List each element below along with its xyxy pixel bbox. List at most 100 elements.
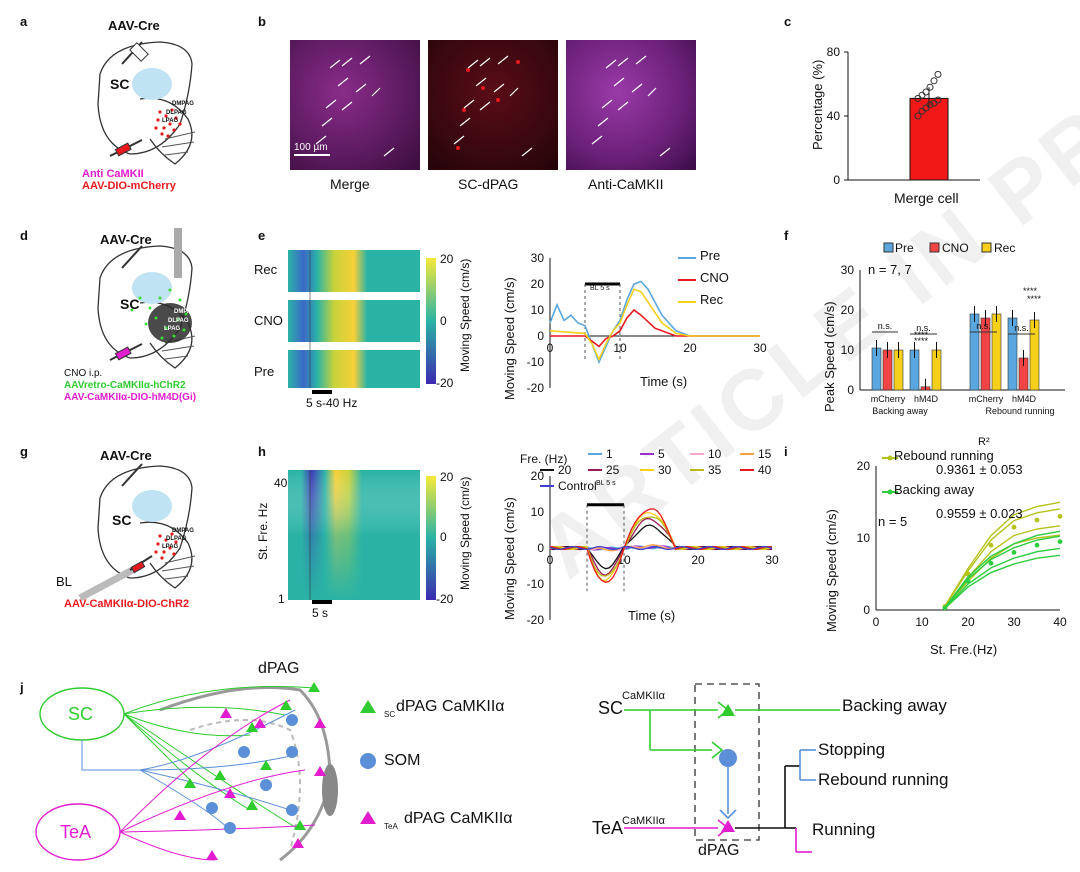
f-stars: **** (1027, 294, 1042, 304)
i-legend-dot (887, 489, 893, 495)
h-ytick: -20 (527, 613, 545, 627)
i-ytick: 0 (863, 603, 870, 617)
i-point (1057, 539, 1063, 544)
i-legend-dot (887, 455, 893, 461)
e-cbar-mid: 0 (440, 314, 447, 328)
e-ytick: 30 (531, 251, 545, 265)
i-curve (944, 508, 1061, 607)
scale-bar-label: 100 µm (294, 142, 328, 153)
panel-label-d: d (20, 228, 28, 243)
g-virus: AAV-Cre (100, 448, 152, 463)
h-ytick: 20 (531, 469, 545, 483)
h-legend-title: Fre. (Hz) (520, 452, 568, 466)
h-legend-label-25: 25 (606, 463, 620, 477)
f-n: n = 7, 7 (868, 262, 912, 277)
h-ytick: 0 (537, 541, 544, 555)
i-curve (944, 530, 1061, 608)
i-ylabel: Moving Speed (cm/s) (824, 509, 839, 632)
j-leg1: dPAG CaMKIIα (396, 698, 505, 715)
d-dlpag: DLPAG (168, 318, 189, 324)
j-leg1-sub: SC (384, 710, 396, 719)
h-colorbar (426, 476, 436, 600)
e-stim-label: 5 s-40 Hz (306, 396, 358, 410)
i-point (1011, 524, 1017, 530)
h-ybot: 1 (278, 592, 285, 606)
i-point (942, 605, 948, 611)
f-group-label: hM4D (914, 394, 939, 404)
e-series-pre (549, 280, 760, 365)
panel-label-c: c (784, 14, 792, 29)
f-ns: n.s. (976, 321, 991, 331)
c-point (922, 88, 930, 96)
j-tea-node: TeA (60, 822, 92, 842)
f-cat-label: Backing away (872, 406, 928, 416)
d-legend-hchr2: AAVretro-CaMKIIα-hChR2 (64, 380, 186, 391)
c-tick-label: 80 (827, 45, 841, 59)
panel-label-f: f (784, 228, 789, 243)
j-out-backing: Backing away (842, 696, 947, 715)
e-xtick: 20 (683, 341, 697, 355)
j-dpag-label: dPAG (258, 660, 300, 677)
panel-label-b: b (258, 14, 266, 29)
d-cno: CNO i.p. (64, 368, 103, 379)
b-label-sc-dpag: SC-dPAG (458, 176, 519, 192)
h-legend-label-Control: Control (558, 479, 597, 493)
i-curve (944, 534, 1061, 608)
panel-label-i: i (784, 444, 788, 459)
f-group-label: mCherry (871, 394, 906, 404)
e-cbar-top: 20 (440, 252, 454, 266)
brain-schematic-d (97, 228, 196, 369)
i-ytick: 10 (857, 531, 871, 545)
e-cbar-label: Moving Speed (cm/s) (458, 258, 472, 372)
e-ytick: 0 (537, 329, 544, 343)
a-virus: AAV-Cre (108, 18, 160, 33)
e-row-rec: Rec (254, 262, 278, 277)
h-cbar-mid: 0 (440, 530, 447, 544)
h-xtick: 20 (691, 553, 705, 567)
e-series-cno (550, 308, 760, 348)
panel-label-h: h (258, 444, 266, 459)
a-lpag: LPAG (162, 118, 179, 124)
d-dmpag: DMPAG (174, 309, 196, 315)
h-xtick: 0 (547, 553, 554, 567)
h-series-Control (549, 545, 773, 551)
e-legend-cno: CNO (700, 270, 729, 285)
f-ylabel: Peak Speed (cm/s) (822, 301, 837, 412)
c-point (930, 77, 938, 85)
h-cbar-bot: -20 (436, 592, 454, 606)
j-legend-shapes (360, 700, 376, 824)
f-legend-swatch (929, 242, 940, 253)
i-xtick: 0 (873, 615, 880, 629)
a-legend-mcherry: AAV-DIO-mCherry (82, 180, 176, 192)
d-virus: AAV-Cre (100, 232, 152, 247)
f-group-label: hM4D (1012, 394, 1037, 404)
e-ytick: 10 (531, 303, 545, 317)
h-heatmap (288, 470, 420, 600)
i-n: n = 5 (878, 514, 908, 529)
f-tick-label: 10 (841, 343, 855, 357)
e-ytick: 20 (531, 277, 545, 291)
h-legend-label-10: 10 (708, 447, 722, 461)
f-cat-label: Rebound running (985, 406, 1054, 416)
d-region: SC (120, 296, 140, 312)
brain-schematic-g (78, 463, 196, 602)
j-sc-node: SC (68, 704, 94, 724)
i-xtick: 20 (961, 615, 975, 629)
h-ytick: 10 (531, 505, 545, 519)
f-bar (991, 313, 1002, 391)
i-s1: Rebound running (894, 448, 994, 463)
j-leg3: dPAG CaMKIIα (404, 810, 513, 827)
e-xtick: 30 (753, 341, 767, 355)
j-leg3-sub: TeA (384, 822, 398, 831)
a-legend-camkii: Anti CaMKII (82, 168, 144, 180)
micrograph-anti-camkii (566, 40, 696, 170)
f-legend-rec: Rec (994, 241, 1015, 255)
j-circuit-diagram (35, 682, 338, 862)
h-stim-label: 5 s (312, 606, 329, 620)
g-bl: BL (56, 574, 72, 589)
i-point (1057, 514, 1063, 519)
i-point (965, 578, 971, 584)
brain-schematic-a (97, 41, 196, 165)
h-stim-bar (312, 600, 332, 604)
j-sc2: SC (598, 698, 624, 718)
